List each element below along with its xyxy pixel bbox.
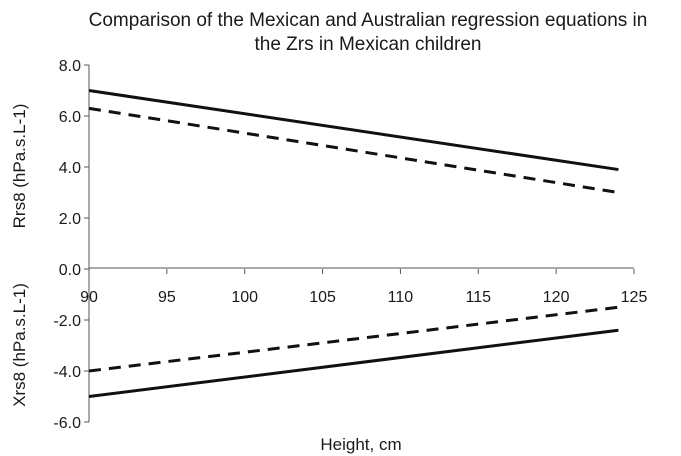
xrs8-dashed-line bbox=[88, 305, 619, 373]
y-tick-label: 4.0 bbox=[59, 160, 81, 177]
y-axis-ticks: 8.0 6.0 4.0 2.0 0.0 -2.0 -4.0 -6.0 bbox=[53, 58, 89, 432]
y-tick-label: -6.0 bbox=[53, 415, 81, 432]
x-tick-label: 95 bbox=[158, 289, 176, 306]
y-tick-label: -4.0 bbox=[53, 364, 81, 381]
xrs8-solid-line bbox=[88, 328, 619, 398]
x-axis-ticks: 90 95 100 105 110 115 120 125 bbox=[80, 269, 647, 306]
rrs8-solid-line bbox=[88, 89, 619, 172]
rrs8-dashed-line bbox=[88, 106, 619, 194]
y-tick-label: 8.0 bbox=[59, 58, 81, 75]
x-tick-label: 110 bbox=[388, 289, 414, 306]
y-axis-title-top: Rrs8 (hPa.s.L-1) bbox=[10, 104, 29, 229]
x-axis-title: Height, cm bbox=[320, 435, 401, 454]
x-tick-label: 90 bbox=[80, 289, 98, 306]
x-tick-label: 100 bbox=[231, 289, 258, 306]
chart-title-line-2: the Zrs in Mexican children bbox=[254, 34, 481, 55]
y-tick-label: -2.0 bbox=[53, 313, 81, 330]
y-tick-label: 0.0 bbox=[59, 262, 81, 279]
series-lines bbox=[88, 89, 619, 398]
chart-title-line-1: Comparison of the Mexican and Australian… bbox=[89, 10, 648, 31]
y-tick-label: 2.0 bbox=[59, 211, 81, 228]
x-tick-label: 125 bbox=[621, 289, 648, 306]
x-tick-label: 115 bbox=[466, 289, 492, 306]
y-axis-title-bottom: Xrs8 (hPa.s.L-1) bbox=[10, 283, 29, 407]
y-tick-label: 6.0 bbox=[59, 109, 81, 126]
x-tick-label: 120 bbox=[543, 289, 570, 306]
x-tick-label: 105 bbox=[309, 289, 336, 306]
